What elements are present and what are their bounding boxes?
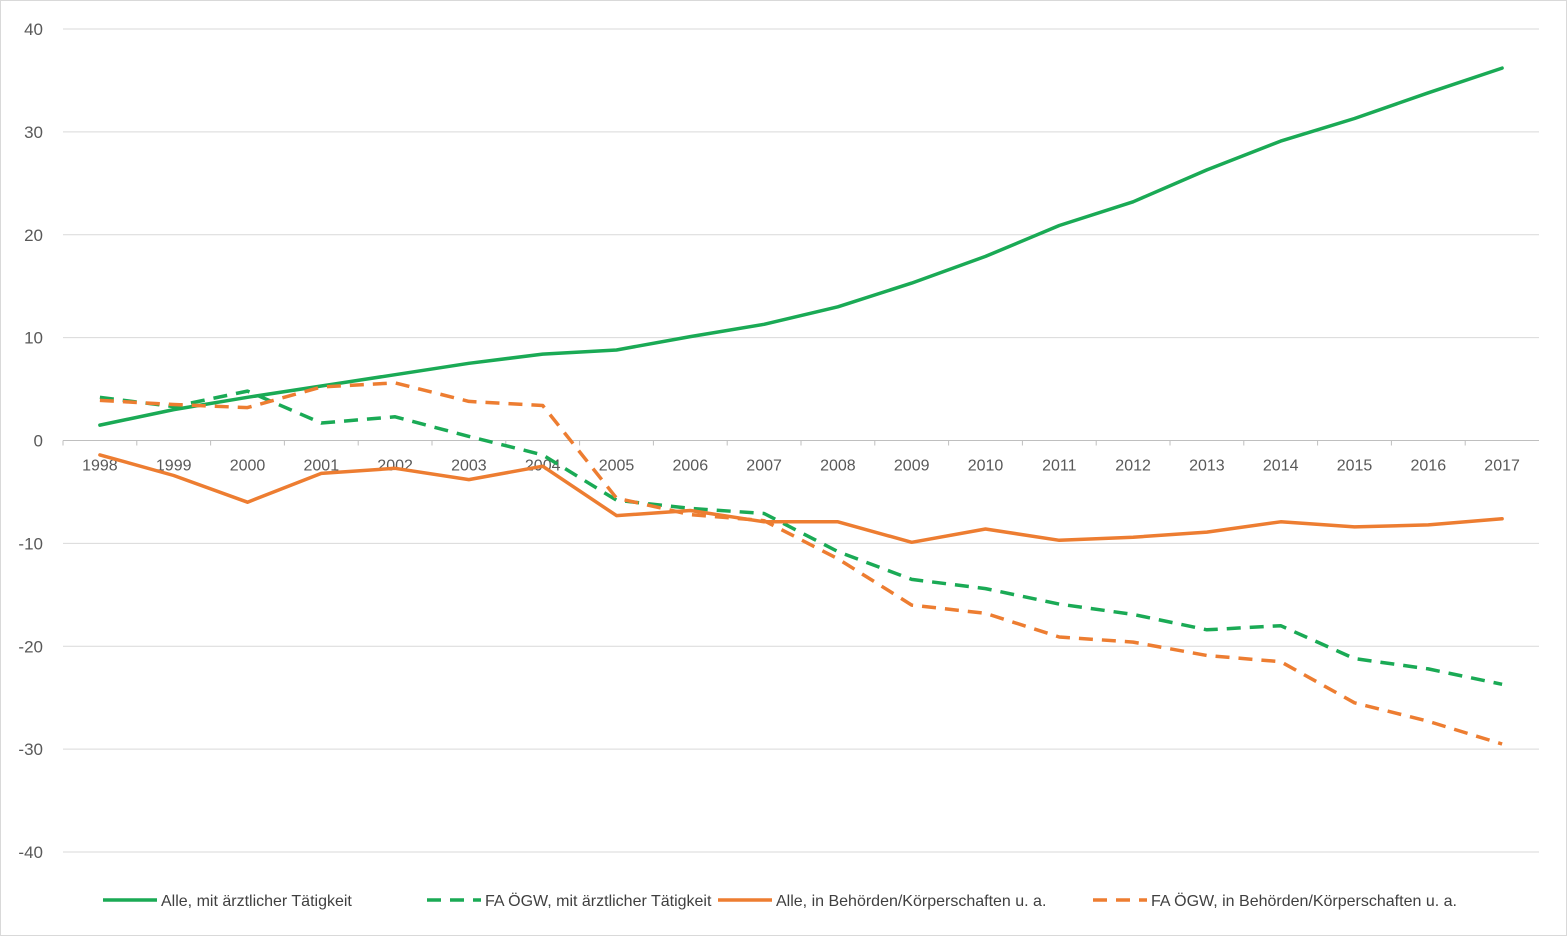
- x-tick-label: 2009: [894, 458, 930, 475]
- legend: Alle, mit ärztlicher Tätigkeit FA ÖGW, mi…: [103, 892, 1457, 910]
- legend-label-4: FA ÖGW, in Behörden/Körperschaften u. a.: [1151, 892, 1457, 910]
- y-tick-label: 30: [24, 123, 43, 142]
- y-axis-ticks: 40 30 20 10 0 -10 -20 -30 -40: [18, 20, 43, 862]
- x-tick-label: 2010: [968, 458, 1004, 475]
- series-lines: [98, 66, 1504, 746]
- legend-label-3: Alle, in Behörden/Körperschaften u. a.: [776, 893, 1046, 910]
- x-tick-label: 2003: [451, 458, 487, 475]
- x-tick-label: 2006: [673, 458, 709, 475]
- x-tick-label: 2017: [1484, 458, 1520, 475]
- y-tick-label: -30: [18, 740, 43, 759]
- series-line-4: [99, 381, 1503, 746]
- x-tick-label: 2015: [1337, 458, 1373, 475]
- series-line-3: [98, 453, 1504, 545]
- x-tick-label: 2012: [1115, 458, 1151, 475]
- x-tick-label: 2008: [820, 458, 856, 475]
- y-tick-label: 10: [24, 329, 43, 348]
- series-line-2: [99, 389, 1503, 687]
- x-tick-label: 2005: [599, 458, 635, 475]
- y-tick-label: -10: [18, 534, 43, 553]
- y-tick-label: -40: [18, 843, 43, 862]
- x-tick-label: 2016: [1411, 458, 1447, 475]
- legend-label-2: FA ÖGW, mit ärztlicher Tätigkeit: [485, 892, 712, 910]
- x-tick-label: 2011: [1042, 458, 1077, 475]
- y-tick-label: 40: [24, 20, 43, 39]
- x-axis-ticks: 1998 1999 2000 2001 2002 2003 2004 2005 2006 2007…: [62, 440, 1520, 475]
- y-tick-label: 0: [34, 432, 43, 451]
- x-tick-label: 2013: [1189, 458, 1225, 475]
- x-tick-label: 1999: [156, 458, 192, 475]
- x-tick-label: 2001: [304, 458, 340, 475]
- x-tick-label: 2014: [1263, 458, 1299, 475]
- y-tick-label: 20: [24, 226, 43, 245]
- legend-label-1: Alle, mit ärztlicher Tätigkeit: [161, 893, 352, 910]
- y-tick-label: -20: [18, 637, 43, 656]
- x-tick-label: 2000: [230, 458, 266, 475]
- x-tick-label: 1998: [82, 458, 118, 475]
- series-line-1: [98, 66, 1504, 427]
- x-tick-label: 2007: [746, 458, 782, 475]
